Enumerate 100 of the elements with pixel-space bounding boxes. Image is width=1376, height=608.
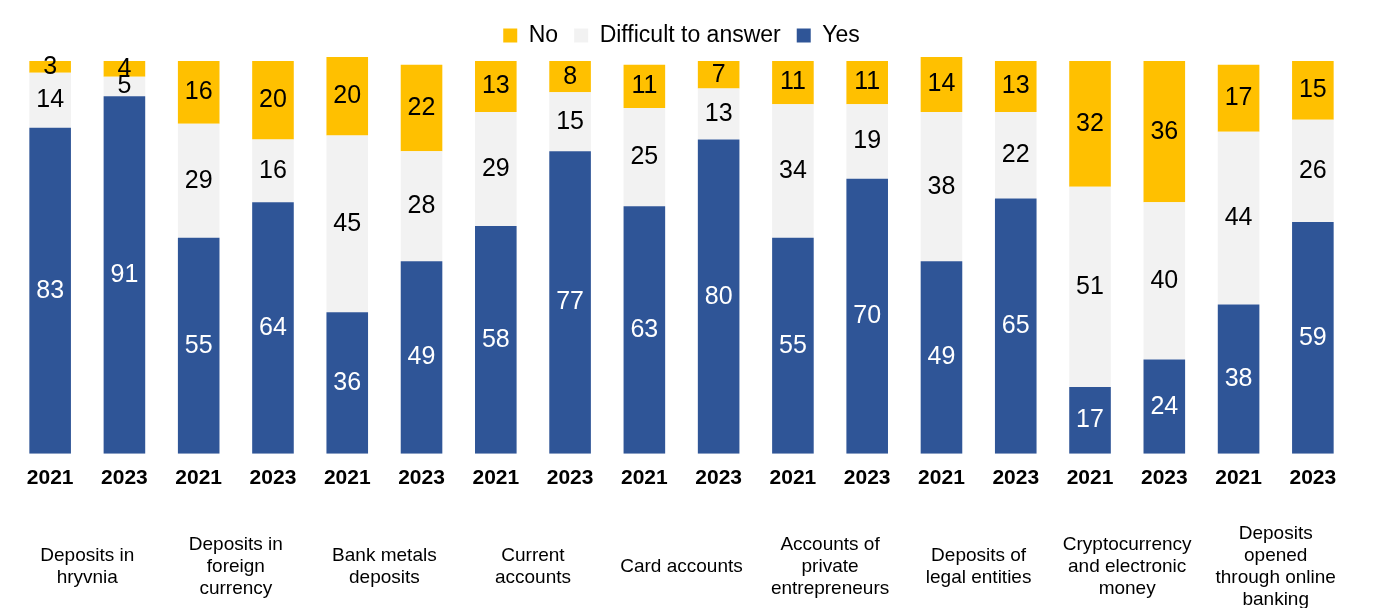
bar — [772, 60, 814, 105]
data-label: 36 — [1150, 115, 1179, 144]
bar — [697, 139, 740, 454]
data-label: 26 — [1298, 154, 1327, 183]
data-label: 65 — [1001, 310, 1030, 339]
bar — [846, 60, 888, 105]
bar — [326, 57, 369, 136]
data-label: 22 — [407, 91, 436, 120]
bar — [1143, 202, 1186, 360]
x-tick-label: 2023 — [1140, 465, 1188, 489]
bar — [623, 108, 666, 207]
data-label: 28 — [407, 190, 436, 219]
data-label: 34 — [779, 154, 807, 183]
data-label: 38 — [927, 170, 956, 199]
data-label: 20 — [333, 80, 362, 109]
x-tick-label: 2021 — [621, 465, 669, 489]
data-label: 15 — [556, 105, 584, 134]
x-tick-label: 2023 — [101, 465, 148, 489]
data-label: 80 — [704, 280, 733, 309]
data-label: 29 — [184, 164, 213, 193]
x-tick-label: 2023 — [249, 465, 297, 489]
data-label: 17 — [1076, 404, 1104, 433]
bar — [1292, 222, 1334, 454]
data-label: 55 — [184, 329, 213, 358]
legend-label: Difficult to answer — [599, 20, 782, 47]
data-label: 8 — [563, 60, 578, 89]
data-label: 14 — [927, 68, 956, 97]
bar — [920, 261, 963, 454]
bar — [846, 178, 888, 454]
x-tick-label: 2023 — [992, 465, 1040, 489]
bar — [994, 60, 1037, 112]
bar — [920, 57, 963, 112]
data-label: 83 — [36, 274, 65, 303]
data-label: 58 — [481, 323, 510, 352]
data-label: 32 — [1076, 107, 1104, 136]
data-label: 22 — [1001, 139, 1030, 168]
x-tick-label: 2021 — [918, 465, 966, 489]
x-tick-label: 2023 — [695, 465, 742, 489]
text: Current accounts — [494, 543, 571, 587]
x-tick-label: 2021 — [175, 465, 223, 489]
text: Deposits in foreign currency — [188, 532, 283, 598]
x-tick-label: 2021 — [769, 465, 817, 489]
bar — [1217, 64, 1260, 132]
bar — [103, 96, 146, 454]
data-label: 70 — [853, 300, 882, 329]
bar — [697, 88, 740, 140]
data-label: 19 — [853, 125, 882, 154]
data-label: 59 — [1298, 321, 1327, 350]
x-tick-label: 2021 — [1215, 465, 1263, 489]
x-tick-label: 2021 — [323, 465, 371, 489]
bar — [326, 135, 369, 313]
bar — [772, 104, 814, 238]
text: Accounts of private entrepreneurs — [770, 532, 890, 598]
bar — [920, 112, 963, 262]
data-label: 20 — [259, 84, 287, 113]
bar — [400, 151, 443, 262]
bar — [177, 237, 220, 454]
bar — [549, 92, 591, 152]
text: Deposits of legal entities — [925, 543, 1032, 587]
data-label: 7 — [711, 58, 726, 87]
bar — [846, 104, 888, 179]
data-label: 16 — [259, 154, 287, 183]
data-label: 49 — [927, 341, 956, 370]
bar — [252, 139, 294, 203]
data-label: 64 — [259, 311, 287, 340]
data-label: 38 — [1224, 363, 1253, 392]
bar — [177, 60, 220, 124]
data-label: 14 — [36, 84, 65, 113]
data-label: 63 — [630, 313, 659, 342]
x-tick-label: 2023 — [546, 465, 594, 489]
data-label: 11 — [779, 66, 806, 95]
bar — [549, 151, 591, 454]
data-label: 44 — [1224, 201, 1253, 230]
bar — [1143, 60, 1186, 203]
text: Deposits in hryvnia — [40, 543, 135, 587]
bar — [400, 64, 443, 152]
data-label: 17 — [1224, 82, 1253, 111]
bar — [252, 202, 294, 454]
data-label: 40 — [1150, 264, 1179, 293]
bar — [1143, 359, 1186, 454]
data-label: 36 — [333, 366, 362, 395]
bar — [475, 60, 517, 112]
data-label: 11 — [854, 66, 881, 95]
data-label: 16 — [184, 76, 213, 105]
data-label: 55 — [779, 329, 807, 358]
text: Cryptocurrency and electronic money — [1062, 532, 1193, 598]
bar — [1069, 60, 1111, 187]
x-tick-label: 2021 — [472, 465, 520, 489]
legend-label: No — [528, 20, 559, 47]
bar — [772, 237, 814, 454]
text: Deposits opened through online banking — [1215, 521, 1336, 608]
x-tick-label: 2021 — [1066, 465, 1114, 489]
bar — [1069, 387, 1111, 454]
bar — [400, 261, 443, 454]
bar — [1217, 304, 1260, 454]
data-label: 51 — [1076, 270, 1104, 299]
bar — [1292, 119, 1334, 223]
data-label: 49 — [407, 341, 436, 370]
bar — [29, 127, 71, 454]
data-label: 45 — [333, 207, 362, 236]
